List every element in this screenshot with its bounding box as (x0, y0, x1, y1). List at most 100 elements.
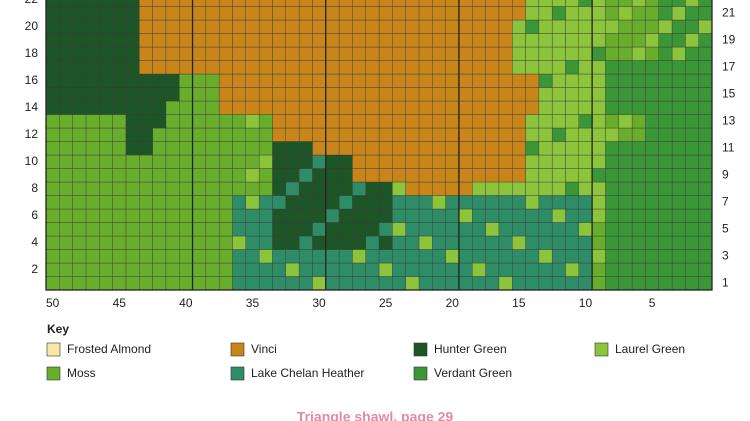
stitch (178, 141, 193, 156)
stitch (59, 235, 73, 250)
stitch (178, 33, 193, 48)
stitch (139, 100, 153, 115)
key-swatch (46, 342, 61, 357)
stitch (485, 262, 500, 277)
stitch (445, 33, 460, 48)
stitch (72, 46, 87, 61)
stitch (365, 46, 380, 61)
stitch (405, 154, 420, 169)
stitch (72, 127, 87, 142)
stitch (99, 168, 113, 183)
stitch (432, 127, 446, 142)
stitch (645, 154, 659, 169)
stitch (258, 46, 273, 61)
stitch (578, 19, 593, 34)
stitch (72, 276, 87, 291)
stitch (258, 181, 273, 196)
stitch (338, 154, 353, 169)
stitch (578, 154, 593, 169)
stitch (392, 6, 406, 21)
stitch (125, 73, 140, 88)
stitch (671, 222, 686, 237)
stitch (245, 222, 260, 237)
stitch (671, 141, 686, 156)
stitch (538, 235, 553, 250)
stitch (485, 222, 500, 237)
stitch (232, 46, 246, 61)
stitch (565, 195, 579, 210)
stitch (99, 235, 113, 250)
stitch (472, 276, 486, 291)
stitch (245, 33, 260, 48)
stitch (99, 222, 113, 237)
stitch (192, 60, 207, 75)
stitch (498, 208, 513, 223)
stitch (85, 181, 100, 196)
stitch (178, 6, 193, 21)
stitch (139, 46, 153, 61)
stitch (125, 208, 140, 223)
stitch (125, 33, 140, 48)
stitch (698, 276, 713, 291)
stitch (498, 262, 513, 277)
stitch (512, 249, 526, 264)
stitch (445, 87, 460, 102)
stitch (658, 195, 673, 210)
stitch (512, 154, 526, 169)
stitch (85, 249, 100, 264)
stitch (445, 60, 460, 75)
stitch (298, 235, 313, 250)
stitch (578, 6, 593, 21)
stitch (325, 73, 340, 88)
stitch (618, 249, 633, 264)
stitch (565, 208, 579, 223)
column-label: 10 (579, 296, 593, 310)
stitch (685, 60, 699, 75)
stitch (551, 208, 566, 223)
stitch (352, 114, 366, 129)
stitch (631, 222, 646, 237)
stitch (392, 0, 406, 7)
footer: Triangle shawl, page 29 (297, 409, 454, 421)
stitch (352, 208, 366, 223)
stitch (565, 168, 579, 183)
stitch (591, 73, 606, 88)
stitch (551, 235, 566, 250)
stitch (218, 6, 233, 21)
stitch (272, 87, 286, 102)
stitch (485, 46, 500, 61)
stitch (112, 168, 127, 183)
stitch (485, 276, 500, 291)
stitch (591, 181, 606, 196)
stitch (591, 6, 606, 21)
stitch (258, 73, 273, 88)
stitch (312, 33, 326, 48)
stitch (232, 60, 246, 75)
stitch (298, 114, 313, 129)
stitch (671, 33, 686, 48)
stitch (418, 154, 433, 169)
key-title: Key (47, 322, 69, 336)
stitch (85, 276, 100, 291)
stitch (432, 73, 446, 88)
stitch (658, 262, 673, 277)
stitch (551, 46, 566, 61)
stitch (445, 168, 460, 183)
stitch (458, 73, 473, 88)
stitch (618, 114, 633, 129)
stitch (605, 100, 619, 115)
stitch (565, 222, 579, 237)
stitch (312, 60, 326, 75)
stitch (99, 6, 113, 21)
stitch (618, 235, 633, 250)
stitch (671, 114, 686, 129)
stitch (312, 19, 326, 34)
stitch (285, 114, 300, 129)
stitch (485, 195, 500, 210)
stitch (405, 222, 420, 237)
stitch (405, 6, 420, 21)
stitch (205, 6, 220, 21)
stitch (658, 208, 673, 223)
stitch (112, 73, 127, 88)
stitch (258, 195, 273, 210)
